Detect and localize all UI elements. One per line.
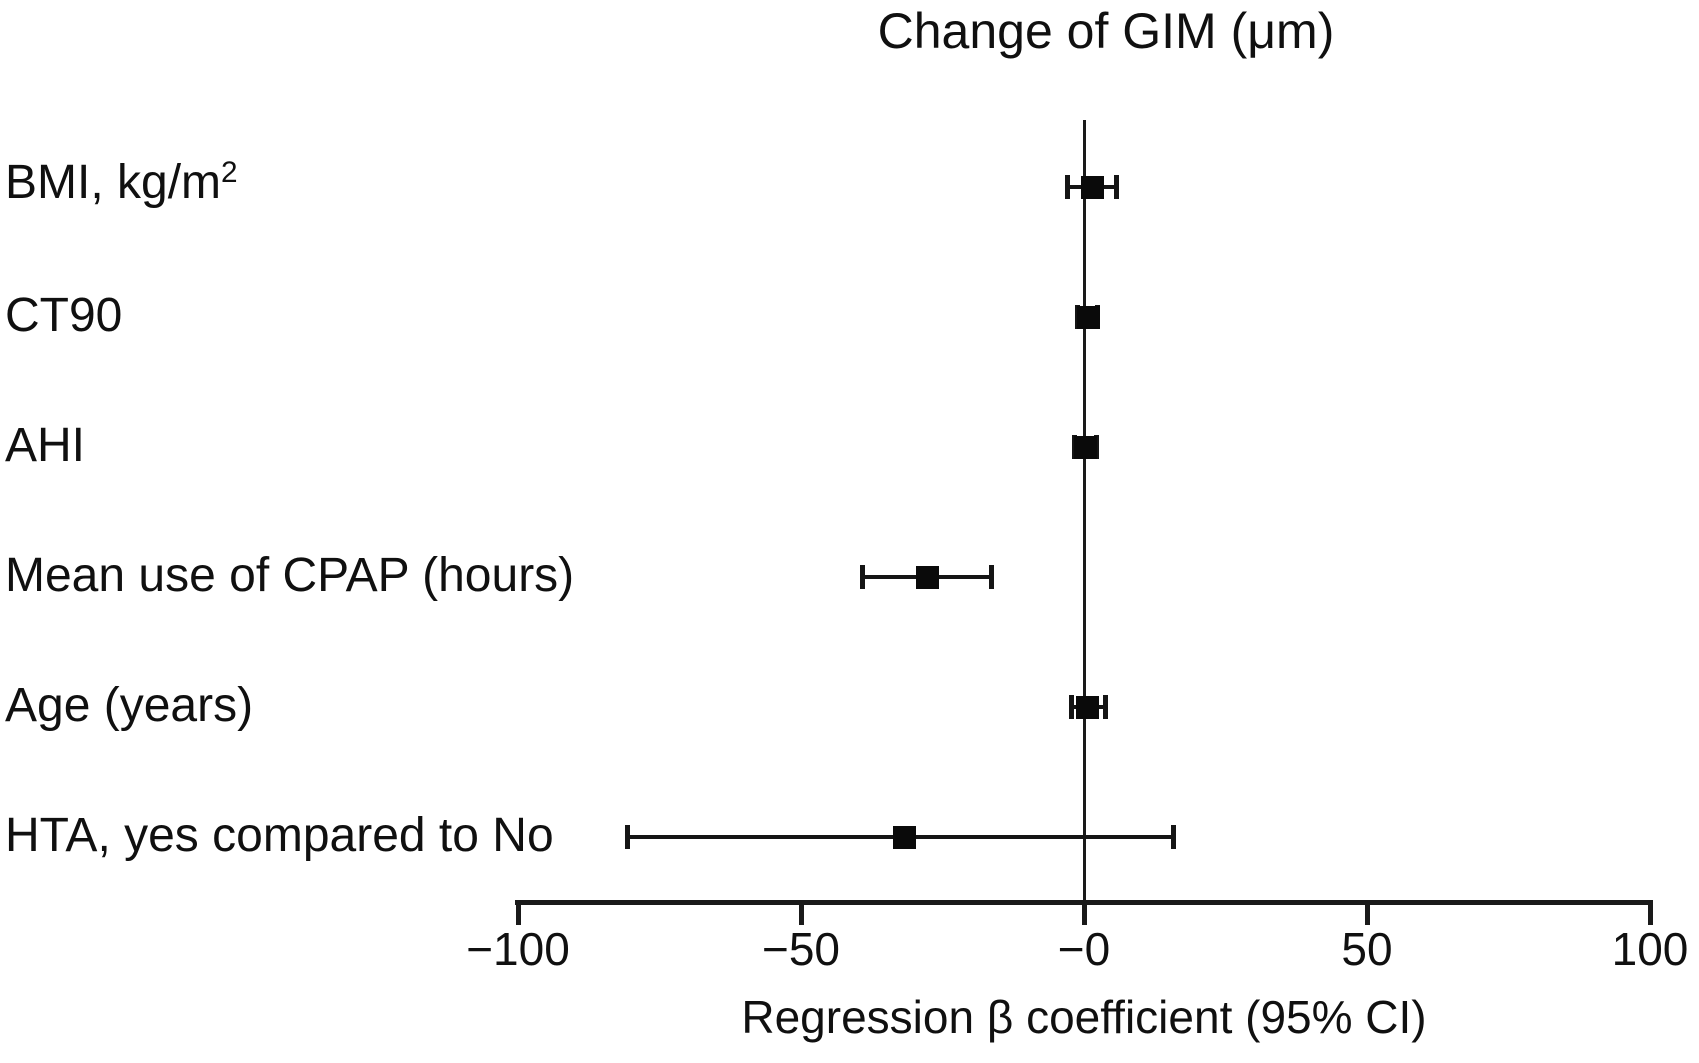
row-label: CT90 [5,288,123,342]
row-label: HTA, yes compared to No [5,808,554,862]
ci-cap-left [624,825,630,849]
ci-cap-right [1103,695,1108,719]
x-tick-label: 100 [1611,923,1689,975]
ci-cap-right [989,565,995,589]
point-estimate-marker [1076,695,1100,719]
ci-cap-left [860,565,866,589]
point-estimate-marker [892,825,916,849]
x-tick-label: −0 [1057,923,1111,975]
x-tick-label: 50 [1341,923,1393,975]
ci-cap-left [1069,695,1075,719]
zero-reference-line [1082,120,1086,902]
chart-title: Change of GIM (μm) [877,3,1335,59]
ci-cap-right [1171,825,1177,849]
point-estimate-marker [1077,305,1101,329]
x-axis-title: Regression β coefficient (95% CI) [741,991,1427,1043]
x-tick [1647,900,1653,925]
row-label: AHI [5,418,86,472]
x-tick [1081,900,1087,925]
ci-cap-left [1064,175,1070,199]
row-label-superscript: 2 [221,155,238,189]
x-tick [1364,900,1370,925]
row-label: Mean use of CPAP (hours) [5,548,575,602]
row-label: Age (years) [5,678,254,732]
ci-cap-right [1114,175,1120,199]
point-estimate-marker [1074,435,1098,459]
point-estimate-marker [1080,175,1104,199]
x-tick-label: −50 [761,923,841,975]
x-tick [798,900,804,925]
point-estimate-marker [915,565,939,589]
x-tick-label: −100 [466,923,570,975]
row-label: BMI, kg/m2 [5,155,238,209]
x-tick [515,900,521,925]
